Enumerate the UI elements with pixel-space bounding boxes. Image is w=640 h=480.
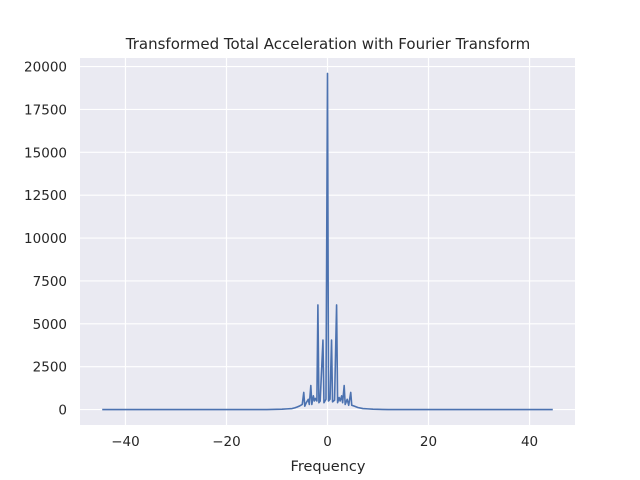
y-tick-labels: 0 2500 5000 7500 10000 12500 15000 17500 20000 [24, 60, 67, 419]
y-tick-label: 10000 [24, 231, 67, 247]
y-tick-label: 17500 [24, 102, 67, 118]
x-axis-label: Frequency [291, 459, 366, 475]
y-tick-label: 15000 [24, 145, 67, 161]
y-tick-label: 2500 [33, 360, 67, 376]
y-tick-label: 12500 [24, 188, 67, 204]
x-tick-label: 0 [323, 434, 332, 450]
y-tick-label: 0 [58, 403, 67, 419]
x-tick-label: 20 [420, 434, 437, 450]
series-line [102, 72, 553, 411]
y-tick-label: 20000 [24, 60, 67, 76]
x-tick-labels: −40 −20 0 20 40 [111, 434, 538, 450]
y-tick-label: 7500 [33, 274, 67, 290]
y-tick-label: 5000 [33, 317, 67, 333]
series-layer [102, 72, 553, 411]
chart-title: Transformed Total Acceleration with Four… [125, 35, 530, 53]
x-tick-label: −40 [111, 434, 140, 450]
x-tick-label: −20 [212, 434, 241, 450]
x-tick-label: 40 [521, 434, 538, 450]
